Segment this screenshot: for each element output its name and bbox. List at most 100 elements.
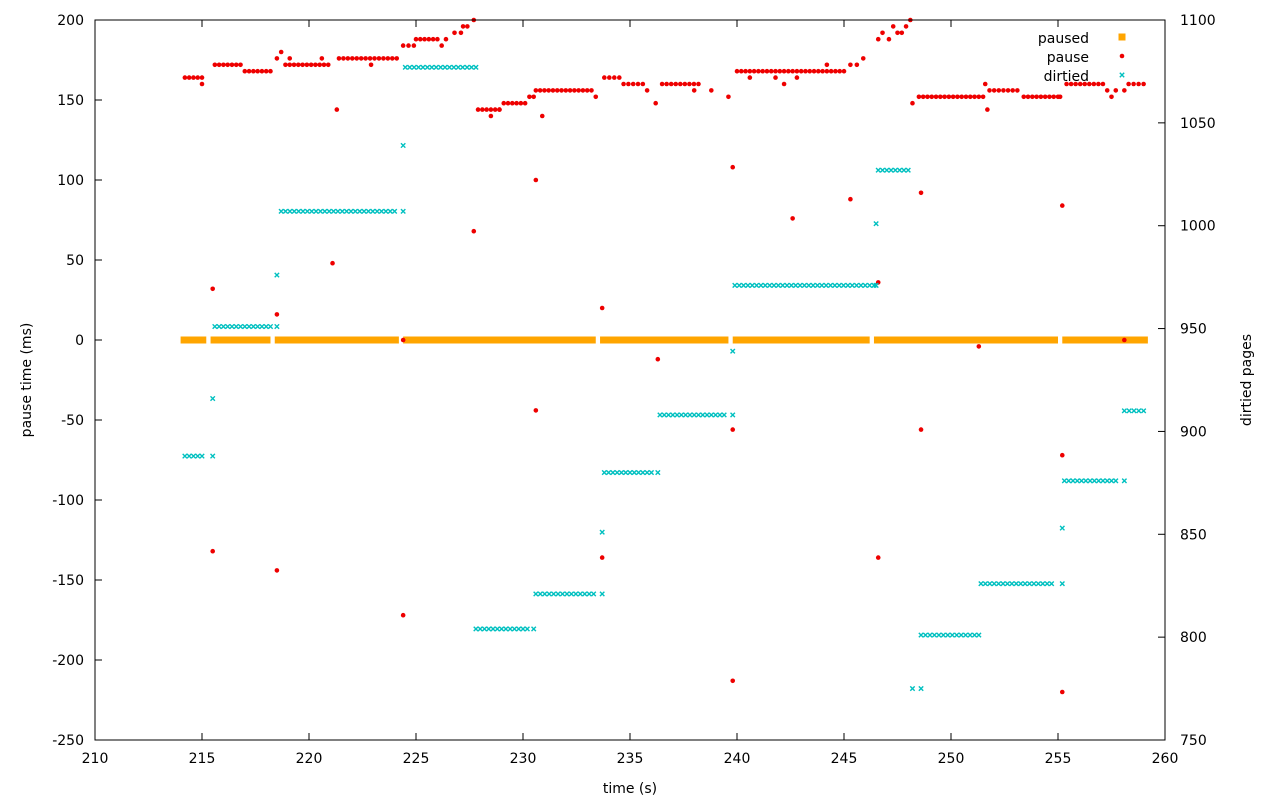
pause-point [238, 62, 243, 68]
dirtied-point [712, 412, 719, 418]
dirtied-point [212, 323, 218, 330]
pause-point [345, 56, 351, 61]
pause-point [212, 62, 218, 68]
dirtied-point [1136, 408, 1142, 414]
dirtied-point [546, 591, 552, 597]
dirtied-point [810, 282, 816, 289]
pause-point [505, 100, 511, 106]
dirtied-point [309, 208, 315, 215]
dirtied-point [695, 412, 702, 418]
dirtied-point [1140, 408, 1147, 414]
pause-point [471, 228, 477, 234]
dirtied-point [352, 208, 359, 215]
y-axis-label: pause time (ms) [19, 323, 35, 438]
dirtied-point [455, 64, 461, 71]
pause-point [982, 81, 988, 87]
pause-point [803, 68, 808, 74]
pause-point [259, 68, 265, 74]
pause-point [768, 68, 774, 74]
pause-point [550, 88, 556, 93]
dirtied-point [875, 167, 881, 173]
pause-point [963, 94, 969, 100]
dirtied-point [670, 412, 676, 418]
pause-point [781, 68, 787, 74]
dirtied-point [1100, 478, 1106, 484]
dirtied-point [1121, 478, 1128, 484]
dirtied-point [407, 64, 413, 71]
x-tick-label: 220 [296, 751, 323, 767]
dirtied-point [559, 591, 566, 597]
legend-symbol-pause [1119, 53, 1125, 59]
dirtied-point [661, 412, 667, 418]
pause-point [880, 30, 885, 36]
pause-point [929, 94, 935, 100]
dirtied-point [250, 323, 257, 330]
dirtied-point [524, 626, 530, 632]
pause-point [854, 62, 860, 68]
dirtied-point [610, 469, 616, 476]
y-tick-label: -50 [61, 413, 84, 429]
pause-point [925, 94, 930, 100]
dirtied-point [978, 580, 984, 587]
pause-point [959, 94, 964, 100]
pause-point [480, 107, 485, 112]
pause-point [726, 94, 731, 100]
dirtied-point [749, 282, 755, 289]
pause-point [368, 62, 374, 68]
pause-point [501, 100, 507, 106]
dirtied-point [411, 64, 417, 71]
dirtied-point [1131, 408, 1137, 414]
pause-point [837, 68, 843, 74]
pause-point [376, 56, 382, 61]
dirtied-point [550, 591, 557, 597]
pause-point [764, 68, 770, 74]
pause-point [833, 68, 838, 74]
dirtied-point [442, 64, 448, 71]
dirtied-point [836, 282, 842, 289]
pause-point [1051, 94, 1057, 100]
pause-point [673, 81, 679, 87]
dirtied-point [793, 282, 799, 289]
pause-point [465, 24, 470, 29]
dirtied-point [1040, 580, 1046, 587]
dirtied-point [1078, 478, 1085, 484]
dirtied-point [648, 469, 655, 476]
pause-point [824, 68, 830, 74]
dirtied-point [486, 626, 492, 632]
pause-point [400, 612, 406, 618]
pause-point [794, 75, 800, 80]
dirtied-point [1000, 580, 1006, 587]
dirtied-point [511, 626, 518, 632]
dirtied-point [237, 323, 244, 330]
pause-point [268, 68, 273, 74]
pause-point [976, 344, 982, 349]
dirtied-point [901, 167, 907, 173]
pause-point [1104, 88, 1110, 93]
pause-point [1091, 81, 1097, 87]
dirtied-point [282, 208, 289, 215]
pause-point [691, 81, 697, 87]
pause-point [274, 56, 280, 61]
pause-point [492, 107, 498, 112]
pause-point [677, 81, 683, 87]
pause-point [1025, 94, 1031, 100]
pause-point [225, 62, 230, 68]
pause-point [413, 36, 419, 42]
dirtied-point [263, 323, 269, 330]
pause-point [417, 36, 423, 42]
pause-point [210, 286, 215, 292]
x-tick-label: 225 [403, 751, 430, 767]
dirtied-point [494, 626, 501, 632]
dirtied-point [687, 412, 693, 418]
dirtied-point [573, 591, 579, 597]
dirtied-point [330, 208, 337, 215]
pause-point [283, 62, 288, 68]
paused-segment-1 [210, 336, 271, 344]
dirtied-point [415, 64, 422, 71]
dirtied-point [806, 282, 812, 289]
pause-point [828, 68, 834, 74]
dirtied-point [618, 469, 625, 476]
paused-segment-4 [600, 336, 729, 344]
dirtied-point [892, 167, 899, 173]
pause-point [372, 56, 377, 61]
